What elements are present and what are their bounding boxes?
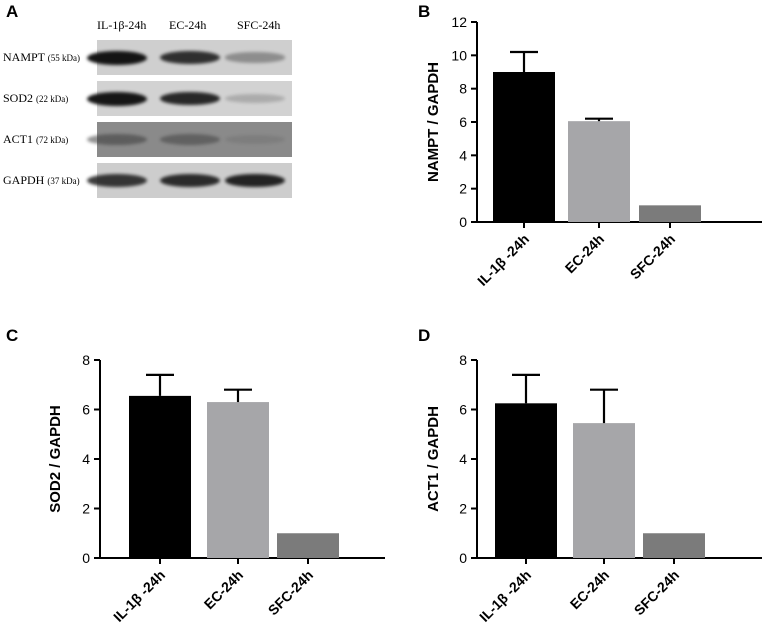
y-tick-label: 6 — [459, 114, 467, 130]
y-tick-label: 4 — [459, 147, 467, 163]
blot-strip — [87, 40, 292, 75]
x-tick-label: IL-1β -24h — [474, 231, 532, 289]
y-axis-label: ACT1 / GAPDH — [425, 406, 442, 512]
y-tick-label: 2 — [459, 181, 467, 197]
blot-band — [160, 134, 220, 145]
y-tick-label: 4 — [82, 451, 90, 467]
protein-kda: (55 kDa) — [47, 53, 81, 63]
blot-band — [87, 91, 147, 106]
y-axis-label: NAMPT / GAPDH — [425, 62, 442, 182]
y-tick-label: 8 — [459, 352, 467, 368]
bar — [129, 395, 191, 558]
y-tick-label: 10 — [451, 47, 467, 63]
bar — [639, 205, 701, 222]
y-tick-label: 6 — [82, 402, 90, 418]
blot-band — [160, 50, 220, 65]
protein-kda: (37 kDa) — [47, 176, 80, 186]
blot-row-label: NAMPT (55 kDa) — [3, 50, 80, 65]
y-axis-label: SOD2 / GAPDH — [47, 405, 64, 513]
bar — [643, 533, 705, 558]
lane-label: SFC-24h — [237, 18, 281, 32]
x-tick-label: EC-24h — [567, 567, 612, 612]
blot-strip — [87, 163, 292, 198]
bar — [207, 402, 269, 558]
blot-band — [87, 50, 147, 65]
protein-name: SOD2 — [3, 91, 37, 105]
x-tick-label: SFC-24h — [631, 567, 682, 618]
y-tick-label: 12 — [451, 14, 467, 30]
lane-label: IL-1β-24h — [97, 18, 147, 32]
blot-strip — [87, 81, 292, 116]
bar — [277, 533, 339, 558]
bar — [493, 72, 555, 222]
blot-band — [87, 133, 147, 146]
panel-letter-b: B — [418, 2, 431, 21]
x-tick-label: SFC-24h — [265, 567, 316, 618]
panel-letter-d: D — [418, 326, 431, 345]
y-tick-label: 0 — [459, 214, 467, 230]
bar-chart-nampt: 0 2 4 6 8 10 12 NAMPT / GAPDH IL-1β -24h EC-24h SF… — [425, 14, 762, 289]
y-tick-label: 6 — [459, 402, 467, 418]
lane-label: EC-24h — [169, 18, 207, 32]
y-tick-label: 0 — [82, 550, 90, 566]
y-tick-label: 8 — [459, 81, 467, 97]
blot-row-label: ACT1 (72 kDa) — [3, 132, 68, 147]
y-tick-label: 0 — [459, 550, 467, 566]
bar — [495, 403, 557, 558]
bar-chart-sod2: 0 2 4 6 8 SOD2 / GAPDH IL-1β -24h EC-24h SFC-24h — [47, 352, 385, 625]
protein-name: NAMPT — [3, 50, 48, 64]
blot-band — [87, 173, 147, 188]
blot-row-label: SOD2 (22 kDa) — [3, 91, 68, 106]
bar — [573, 423, 635, 558]
blot-band — [225, 52, 285, 63]
blot-band — [160, 91, 220, 106]
protein-name: ACT1 — [3, 132, 36, 146]
panel-letter-a: A — [6, 2, 19, 21]
bar — [568, 121, 630, 222]
blot-band — [160, 173, 220, 188]
blot-band — [225, 173, 285, 188]
x-tick-label: IL-1β -24h — [110, 567, 168, 625]
x-tick-label: IL-1β -24h — [476, 567, 534, 625]
y-tick-label: 2 — [459, 501, 467, 517]
protein-kda: (22 kDa) — [36, 94, 69, 104]
blot-band — [225, 93, 285, 104]
y-tick-label: 8 — [82, 352, 90, 368]
protein-name: GAPDH — [3, 173, 48, 187]
protein-kda: (72 kDa) — [36, 135, 69, 145]
blot-strip — [87, 122, 292, 157]
bar-chart-act1: 0 2 4 6 8 ACT1 / GAPDH IL-1β -24h EC-24h SFC-24h — [425, 352, 762, 625]
y-tick-label: 2 — [82, 501, 90, 517]
blot-band — [225, 135, 285, 144]
x-tick-label: EC-24h — [562, 231, 607, 276]
y-tick-label: 4 — [459, 451, 467, 467]
x-tick-label: SFC-24h — [627, 231, 678, 282]
blot-row-label: GAPDH (37 kDa) — [3, 173, 80, 188]
x-tick-label: EC-24h — [201, 567, 246, 612]
panel-letter-c: C — [6, 326, 19, 345]
